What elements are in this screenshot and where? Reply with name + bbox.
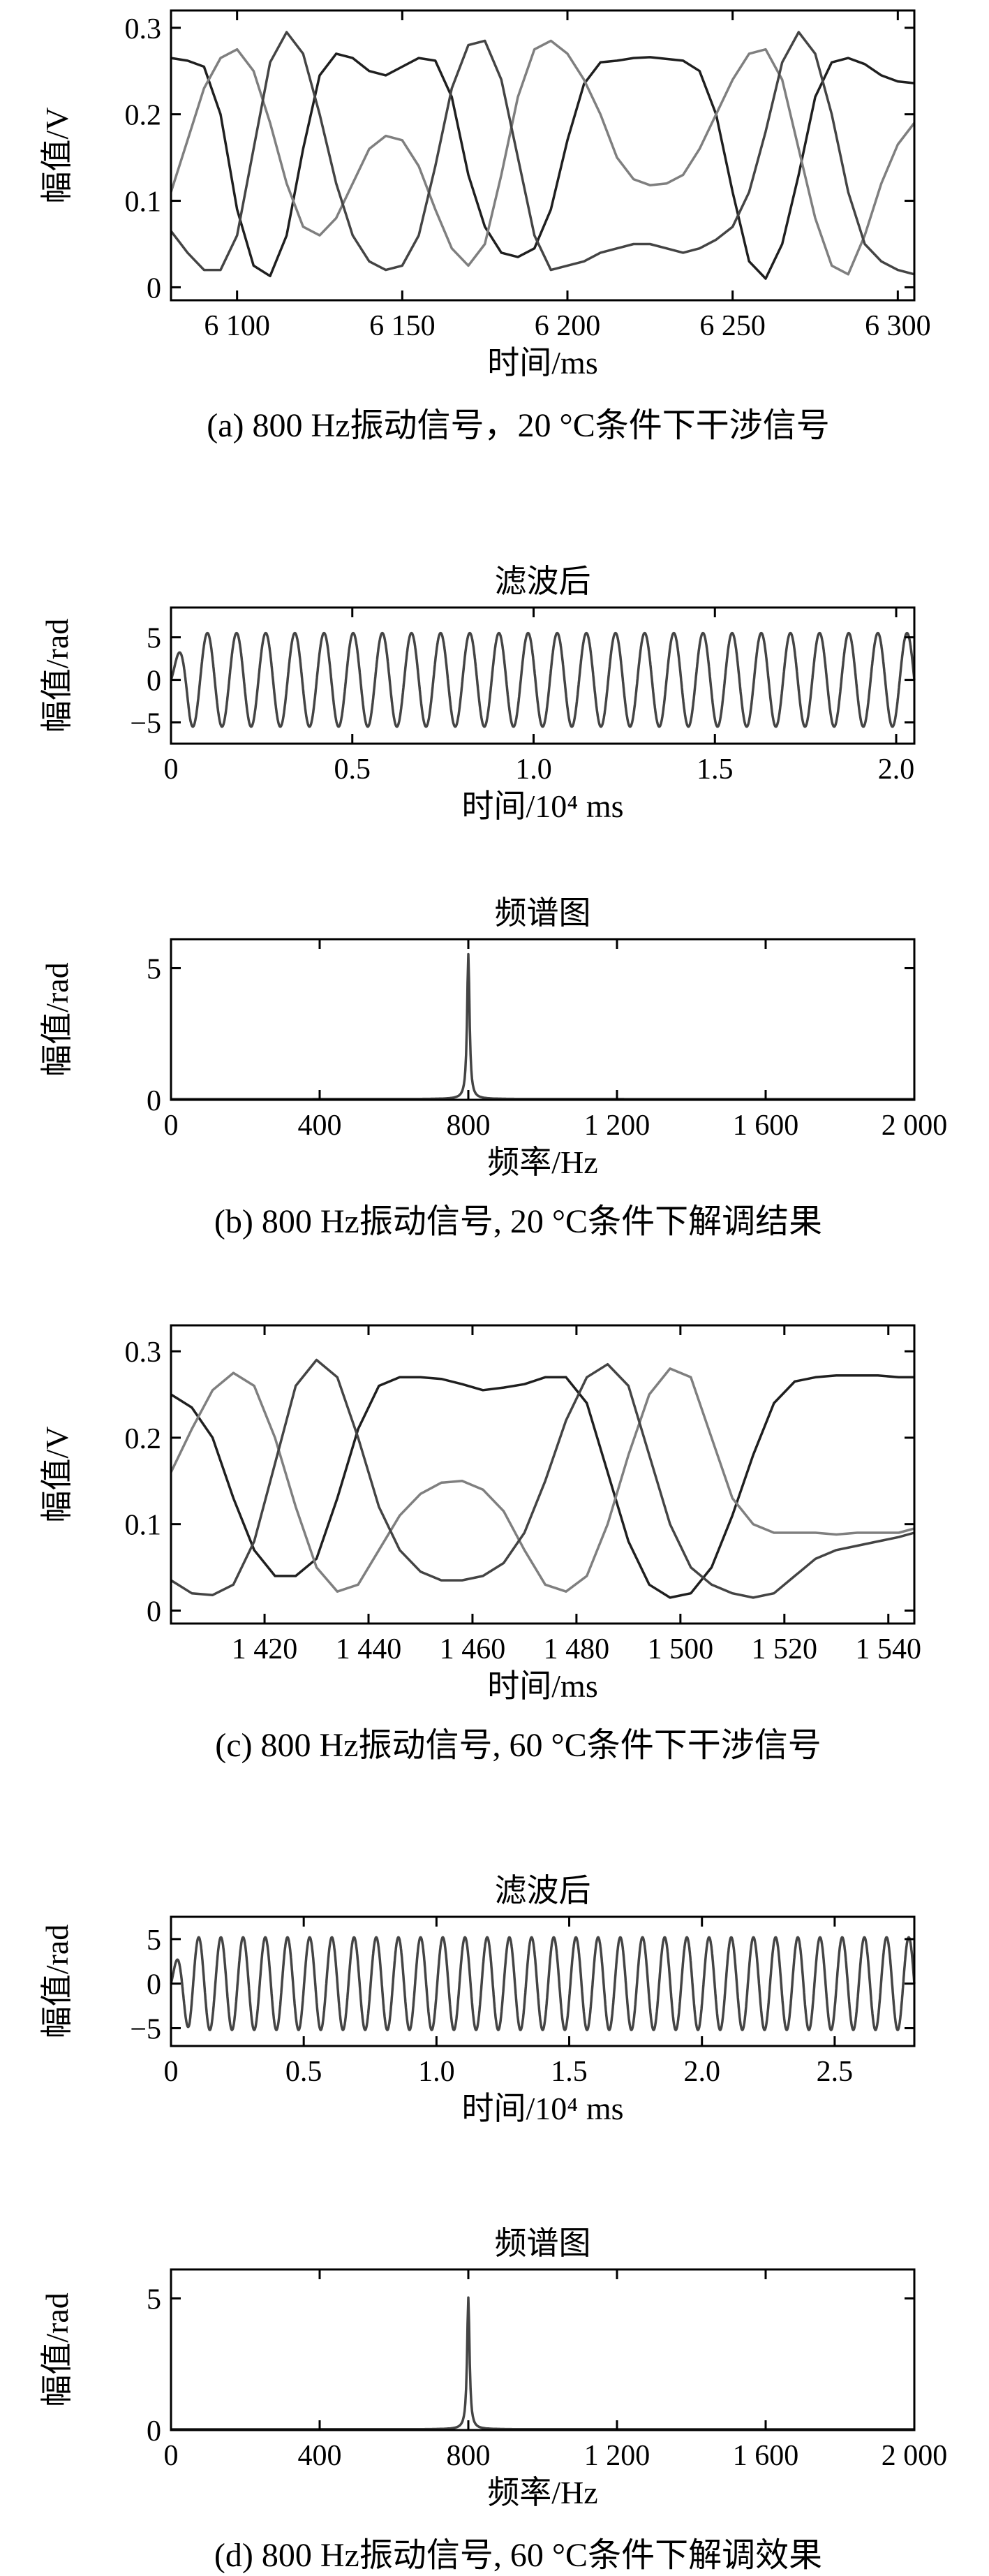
y-axis-label: 幅值/V: [39, 108, 75, 204]
series-line: [170, 952, 915, 1101]
x-axis-label: 频率/Hz: [487, 1145, 597, 1180]
x-tick-label: 400: [298, 2440, 342, 2472]
x-tick-label: 1 200: [584, 2440, 650, 2472]
x-tick-label: 2.0: [683, 2056, 720, 2088]
y-axis-label: 幅值/rad: [39, 619, 75, 733]
y-axis-label: 幅值/V: [39, 1427, 75, 1523]
chart-title: 频谱图: [495, 2225, 591, 2261]
y-tick-label: 5: [147, 953, 161, 985]
y-tick-label: −5: [130, 708, 161, 740]
y-tick-label: 0: [147, 2415, 161, 2448]
series-line: [170, 1374, 914, 1599]
series-line: [170, 631, 916, 728]
chart-a: 6 100 6 150 6 200 6 250 6 300 0 0.1 0.2 0.3 时间/ms…: [39, 9, 931, 444]
figure-caption: (b) 800 Hz振动信号, 20 °C条件下解调结果: [214, 1203, 822, 1240]
chart-b2: 0 400 800 1 200 1 600 2 000 0 5 频率/Hz 幅值/rad 频谱图 (b…: [39, 895, 947, 1240]
x-tick-label: 0.5: [285, 2056, 322, 2088]
chart-title: 滤波后: [495, 1873, 591, 1908]
y-tick-label: 0.2: [125, 100, 162, 132]
x-tick-label: 800: [447, 2440, 491, 2472]
x-tick-label: 1.5: [551, 2056, 588, 2088]
figure-caption: (d) 800 Hz振动信号, 60 °C条件下解调效果: [214, 2537, 822, 2574]
x-tick-label: 6 250: [699, 310, 766, 342]
x-axis-label: 时间/10⁴ ms: [462, 788, 624, 824]
x-tick-label: 0: [164, 1110, 179, 1142]
x-axis-label: 时间/ms: [487, 1668, 597, 1704]
x-tick-label: 1 500: [648, 1633, 714, 1665]
chart-d2: 0 400 800 1 200 1 600 2 000 0 5 频率/Hz 幅值/rad 频谱图 (d…: [39, 2225, 947, 2574]
x-axis-label: 频率/Hz: [487, 2475, 597, 2510]
x-tick-label: 2 000: [882, 1110, 948, 1142]
x-tick-label: 0: [164, 753, 179, 786]
x-tick-label: 1 520: [752, 1633, 818, 1665]
series-line: [170, 1936, 916, 2031]
series-line: [170, 2296, 915, 2431]
x-tick-label: 2.5: [817, 2056, 854, 2088]
series-line: [170, 1367, 915, 1593]
x-tick-label: 1 480: [544, 1633, 610, 1665]
x-tick-label: 1 460: [440, 1633, 506, 1665]
series-line: [170, 39, 916, 276]
x-tick-label: 6 100: [204, 310, 270, 342]
y-tick-label: 0: [147, 1085, 161, 1117]
y-tick-label: 0: [147, 665, 161, 698]
x-tick-label: 2 000: [882, 2440, 948, 2472]
x-axis-label: 时间/10⁴ ms: [462, 2091, 624, 2126]
x-axis-label: 时间/ms: [487, 345, 597, 381]
x-tick-label: 0: [164, 2440, 179, 2472]
x-tick-label: 1 440: [336, 1633, 402, 1665]
chart-c: 1 420 1 440 1 460 1 480 1 500 1 520 1 540 0 0.1 0…: [39, 1324, 922, 1764]
y-tick-label: 0.3: [125, 1337, 162, 1369]
y-axis-label: 幅值/rad: [39, 2292, 75, 2407]
x-tick-label: 0: [164, 2056, 179, 2088]
y-axis-label: 幅值/rad: [39, 1924, 75, 2039]
x-tick-label: 400: [298, 1110, 342, 1142]
y-tick-label: −5: [130, 2013, 161, 2045]
chart-title: 频谱图: [495, 895, 591, 931]
x-tick-label: 0.5: [334, 753, 371, 786]
x-tick-label: 1 540: [856, 1633, 922, 1665]
y-tick-label: 5: [147, 1924, 161, 1957]
x-tick-label: 1.0: [418, 2056, 455, 2088]
axes-frame: [170, 1324, 916, 1625]
y-tick-label: 0.3: [125, 13, 162, 45]
x-tick-label: 1 420: [232, 1633, 298, 1665]
axes-frame: [170, 938, 916, 1101]
y-tick-label: 0: [147, 1596, 161, 1628]
y-tick-label: 0.2: [125, 1423, 162, 1455]
series-line: [170, 31, 915, 276]
series-line: [170, 52, 915, 280]
x-tick-label: 6 300: [865, 310, 931, 342]
axes-frame: [170, 1915, 916, 2047]
axes-frame: [170, 9, 916, 302]
y-tick-label: 0.1: [125, 186, 162, 219]
y-tick-label: 0: [147, 1969, 161, 2001]
y-axis-label: 幅值/rad: [39, 962, 75, 1077]
x-tick-label: 6 200: [535, 310, 601, 342]
x-tick-label: 2.0: [878, 753, 915, 786]
y-tick-label: 0.1: [125, 1510, 162, 1542]
chart-title: 滤波后: [495, 564, 591, 599]
x-tick-label: 1 200: [584, 1110, 650, 1142]
x-tick-label: 1 600: [733, 2440, 799, 2472]
x-tick-label: 800: [447, 1110, 491, 1142]
figure-caption: (c) 800 Hz振动信号, 60 °C条件下干涉信号: [215, 1727, 821, 1764]
axes-frame: [170, 606, 916, 745]
y-tick-label: 0: [147, 272, 161, 304]
x-tick-label: 1.0: [515, 753, 552, 786]
x-tick-label: 6 150: [369, 310, 436, 342]
x-tick-label: 1 600: [733, 1110, 799, 1142]
figure-caption: (a) 800 Hz振动信号，20 °C条件下干涉信号: [207, 407, 829, 444]
series-line: [170, 1358, 915, 1599]
y-tick-label: 5: [147, 2283, 161, 2316]
axes-frame: [170, 2268, 916, 2431]
y-tick-label: 5: [147, 623, 161, 655]
x-tick-label: 1.5: [697, 753, 734, 786]
